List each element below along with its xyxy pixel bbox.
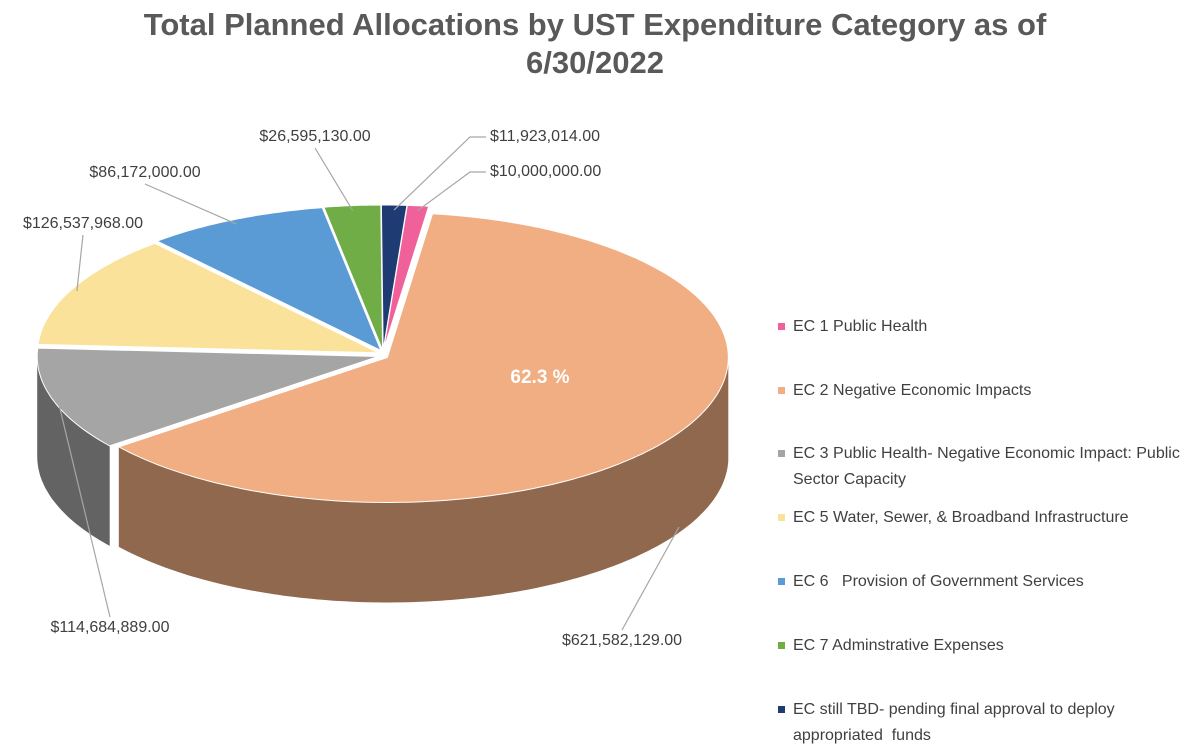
legend-label: EC 1 Public Health — [793, 318, 928, 335]
legend-item: EC 3 Public Health- Negative Economic Im… — [778, 441, 1183, 493]
legend-label: EC 7 Adminstrative Expenses — [793, 637, 1004, 654]
data-label: $126,537,968.00 — [23, 215, 143, 232]
data-label: $621,582,129.00 — [562, 632, 682, 649]
slice — [117, 213, 729, 503]
legend-item: EC 2 Negative Economic Impacts — [778, 378, 1183, 404]
data-label: $114,684,889.00 — [51, 619, 170, 636]
legend-swatch — [778, 323, 785, 330]
leader-line — [417, 171, 486, 212]
percent-label: 62.3 % — [510, 367, 569, 388]
legend-label: EC 6 Provision of Government Services — [793, 573, 1084, 590]
legend-swatch — [778, 706, 785, 713]
data-label: $26,595,130.00 — [259, 128, 370, 145]
data-label: $11,923,014.00 — [490, 128, 600, 145]
slice — [155, 207, 382, 352]
legend-item: EC 7 Adminstrative Expenses — [778, 633, 1183, 659]
leader-line — [314, 147, 354, 211]
leader-line — [76, 234, 84, 292]
legend-item: EC 1 Public Health — [778, 314, 1183, 340]
legend-label: EC 3 Public Health- Negative Economic Im… — [793, 445, 1185, 488]
legend-item: EC still TBD- pending final approval to … — [778, 697, 1183, 749]
legend-item: EC 5 Water, Sewer, & Broadband Infrastru… — [778, 505, 1183, 531]
slice — [380, 204, 408, 351]
legend-label: EC 2 Negative Economic Impacts — [793, 382, 1032, 399]
legend-swatch — [778, 387, 785, 394]
legend-swatch — [778, 578, 785, 585]
legend-label: EC 5 Water, Sewer, & Broadband Infrastru… — [793, 509, 1129, 526]
legend-item: EC 6 Provision of Government Services — [778, 569, 1183, 595]
slice-side — [118, 357, 729, 603]
leader-line — [393, 136, 486, 211]
leader-line — [56, 398, 111, 618]
legend-swatch — [778, 450, 785, 457]
slice — [37, 242, 379, 354]
leader-line — [621, 526, 680, 631]
legend-swatch — [778, 514, 785, 521]
legend-swatch — [778, 642, 785, 649]
chart-title: Total Planned Allocations by UST Expendi… — [143, 7, 1047, 80]
slice — [323, 204, 384, 351]
slice — [36, 347, 379, 447]
data-label: $86,172,000.00 — [89, 164, 200, 181]
leader-line — [144, 183, 237, 225]
data-label: $10,000,000.00 — [490, 163, 601, 180]
legend-label: EC still TBD- pending final approval to … — [793, 701, 1120, 744]
